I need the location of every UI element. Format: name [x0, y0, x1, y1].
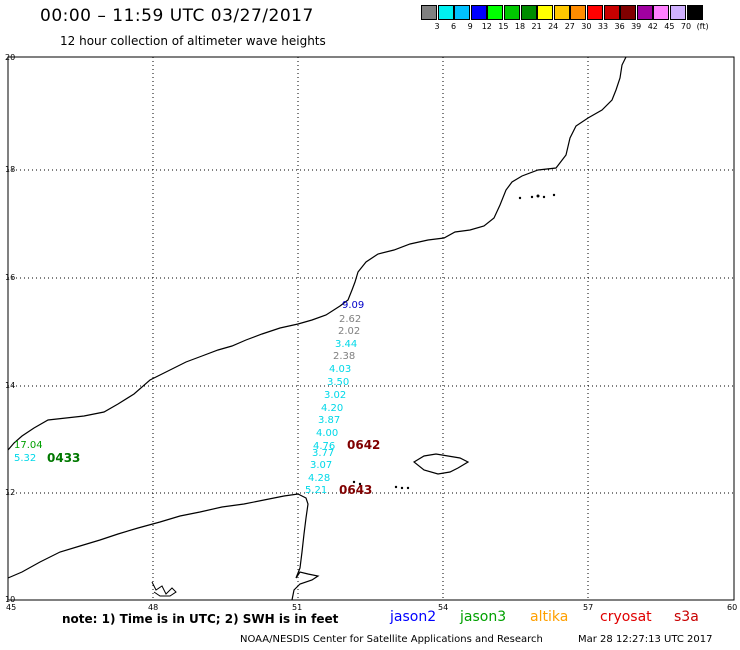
coastline-africa — [7, 493, 320, 601]
legend-label: 3 — [434, 22, 440, 31]
map-title: 00:00 – 11:59 UTC 03/27/2017 — [40, 6, 314, 26]
y-tick: 10 — [5, 595, 15, 604]
map-subtitle: 12 hour collection of altimeter wave hei… — [60, 34, 326, 48]
legend-swatch — [636, 5, 653, 20]
legend-label: 36 — [614, 22, 625, 31]
legend-jason2: jason2 — [390, 609, 437, 625]
legend-label: 9 — [467, 22, 473, 31]
legend-swatch — [421, 5, 437, 20]
obs-label: 4.00 — [316, 428, 338, 439]
legend-swatch — [454, 5, 471, 20]
x-tick: 57 — [583, 603, 593, 612]
obs-label: 2.62 — [339, 314, 361, 325]
coastline-arabia — [7, 56, 627, 451]
legend-swatch — [669, 5, 686, 20]
pass-time: 0433 — [47, 451, 80, 465]
legend-label: (ft) — [696, 22, 709, 31]
obs-label: 2.38 — [333, 351, 355, 362]
obs-label: 3.44 — [335, 339, 357, 350]
legend-swatch — [437, 5, 454, 20]
legend-label: 42 — [647, 22, 658, 31]
legend-swatch — [653, 5, 670, 20]
legend-label: 21 — [531, 22, 542, 31]
legend-swatch — [553, 5, 570, 20]
obs-label: 5.21 — [305, 485, 327, 496]
legend-label: 6 — [451, 22, 457, 31]
legend-label: 18 — [514, 22, 526, 31]
legend-swatch — [487, 5, 504, 20]
legend-swatch — [520, 5, 537, 20]
small-islands — [352, 193, 556, 490]
legend-label: 30 — [581, 22, 592, 31]
obs-label: 4.20 — [321, 403, 343, 414]
legend-label: 15 — [498, 22, 509, 31]
y-tick: 20 — [5, 53, 15, 62]
legend-label: 12 — [481, 22, 492, 31]
y-tick: 18 — [5, 165, 15, 174]
legend-label: 70 — [680, 22, 692, 31]
plot-frame — [7, 56, 735, 601]
x-tick: 51 — [292, 603, 302, 612]
x-axis-ticks: 45 48 51 54 57 60 — [6, 603, 737, 612]
legend-swatch — [586, 5, 603, 20]
legend-labels: 3 6 9 12 15 18 21 24 27 30 33 36 39 42 45 70 (ft) — [421, 20, 708, 32]
legend-swatch — [503, 5, 520, 20]
legend-swatch — [470, 5, 487, 20]
obs-label: 4.03 — [329, 364, 351, 375]
obs-label: 5.32 — [14, 453, 36, 464]
obs-label: 4.28 — [308, 473, 330, 484]
pass-time: 0642 — [347, 438, 380, 452]
obs-label: 9.09 — [342, 300, 364, 311]
y-tick: 14 — [5, 381, 15, 390]
obs-label: 3.87 — [318, 415, 340, 426]
legend-swatch — [537, 5, 554, 20]
legend-label: 39 — [631, 22, 642, 31]
legend-label: 27 — [564, 22, 575, 31]
legend-swatch — [570, 5, 587, 20]
legend-swatch — [603, 5, 620, 20]
legend-label: 45 — [664, 22, 675, 31]
pass-time-labels: 0433 0642 0643 — [47, 438, 380, 497]
wave-height-labels: 9.09 2.62 2.02 3.44 2.38 4.03 3.50 3.02 … — [14, 300, 364, 496]
legend-altika: altika — [530, 609, 569, 625]
y-tick: 16 — [5, 273, 15, 282]
obs-label: 17.04 — [14, 440, 43, 451]
legend-label: 33 — [597, 22, 609, 31]
x-tick: 45 — [6, 603, 16, 612]
obs-label: 3.07 — [310, 460, 332, 471]
obs-label: 3.02 — [324, 390, 346, 401]
y-axis-ticks: 20 18 16 14 12 10 — [5, 53, 15, 604]
legend-label: 24 — [548, 22, 559, 31]
inset-marks — [151, 581, 177, 597]
grid-lines — [8, 57, 734, 600]
legend-cryosat: cryosat — [600, 609, 652, 625]
legend-jason3: jason3 — [460, 609, 507, 625]
pass-time: 0643 — [339, 483, 372, 497]
legend-s3a: s3a — [674, 609, 699, 625]
credit-line: NOAA/NESDIS Center for Satellite Applica… — [240, 634, 543, 645]
y-tick: 12 — [5, 488, 15, 497]
x-tick: 60 — [727, 603, 737, 612]
x-tick: 54 — [438, 603, 448, 612]
footer-note: note: 1) Time is in UTC; 2) SWH is in fe… — [62, 612, 339, 626]
island-socotra — [412, 453, 470, 475]
legend-swatch — [620, 5, 637, 20]
generated-timestamp: Mar 28 12:27:13 UTC 2017 — [578, 634, 713, 645]
obs-label: 3.50 — [327, 377, 349, 388]
obs-label: 2.02 — [338, 326, 360, 337]
legend-swatches — [421, 5, 703, 20]
color-legend: 3 6 9 12 15 18 21 24 27 30 33 36 39 42 45 70 (ft) — [421, 5, 709, 32]
x-tick: 48 — [148, 603, 158, 612]
obs-label: 4.76 — [313, 441, 335, 452]
obs-label: 3.77 — [312, 448, 334, 459]
legend-swatch — [686, 5, 703, 20]
